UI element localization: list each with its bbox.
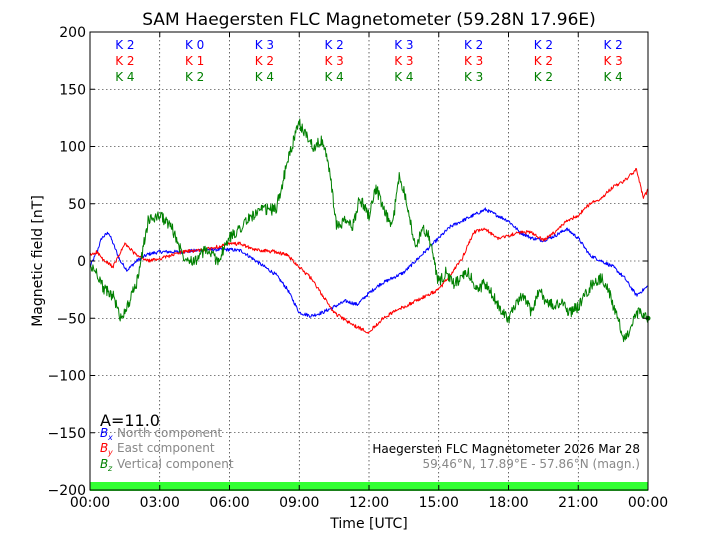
- station-coordinates: 59.46°N, 17.89°E - 57.86°N (magn.): [423, 457, 640, 471]
- x-tick-label: 09:00: [279, 495, 319, 511]
- x-tick-label: 18:00: [488, 495, 528, 511]
- k-index-north: K 3: [255, 38, 274, 52]
- y-tick-label: 50: [68, 197, 86, 213]
- series-line-east-component: [89, 168, 649, 334]
- x-tick-label: 03:00: [140, 495, 180, 511]
- k-index-north: K 2: [115, 38, 134, 52]
- k-index-north: K 3: [394, 38, 413, 52]
- y-tick-label: 0: [77, 254, 86, 270]
- legend-symbol: B: [100, 426, 108, 440]
- data-series: [89, 118, 651, 343]
- legend-subscript: z: [107, 464, 113, 473]
- y-axis-label: Magnetic field [nT]: [30, 195, 46, 327]
- y-tick-label: −200: [48, 483, 86, 499]
- activity-index: A=11.0: [100, 411, 160, 430]
- k-index-east: K 3: [603, 54, 622, 68]
- k-index-north: K 0: [185, 38, 204, 52]
- y-tick-label: −150: [48, 426, 86, 442]
- y-tick-label: 200: [59, 25, 86, 41]
- k-index-vertical: K 4: [394, 70, 413, 84]
- grid-lines: [90, 32, 648, 490]
- k-index-north: K 2: [534, 38, 553, 52]
- k-index-east: K 3: [464, 54, 483, 68]
- k-index-east: K 3: [324, 54, 343, 68]
- k-index-vertical: K 2: [534, 70, 553, 84]
- x-tick-label: 12:00: [349, 495, 389, 511]
- legend-label: East component: [117, 441, 215, 455]
- k-index-east: K 3: [394, 54, 413, 68]
- chart-title: SAM Haegersten FLC Magnetometer (59.28N …: [142, 10, 596, 30]
- legend-symbol: B: [100, 441, 108, 455]
- y-tick-label: 150: [59, 82, 86, 98]
- k-index-north: K 2: [603, 38, 622, 52]
- y-tick-label: −50: [56, 311, 86, 327]
- y-tick-label: 100: [59, 140, 86, 156]
- x-tick-label: 15:00: [419, 495, 459, 511]
- x-tick-label: 21:00: [558, 495, 598, 511]
- k-index-vertical: K 4: [324, 70, 343, 84]
- y-axis-ticks: −200 −150 −100 −50 0 50 100 150 200: [48, 25, 648, 499]
- k-index-east: K 2: [255, 54, 274, 68]
- k-index-vertical: K 4: [603, 70, 622, 84]
- k-index-east: K 2: [534, 54, 553, 68]
- x-tick-label: 06:00: [209, 495, 249, 511]
- legend-subscript: x: [107, 433, 113, 442]
- y-tick-label: −100: [48, 369, 86, 385]
- x-axis-ticks: 00:00 03:00 06:00 09:00 12:00 15:00 18:00 21:00…: [70, 32, 668, 511]
- legend-label: Vertical component: [117, 457, 234, 471]
- k-index-vertical: K 2: [185, 70, 204, 84]
- legend-subscript: y: [107, 448, 113, 457]
- k-index-east: K 2: [115, 54, 134, 68]
- legend-symbol: B: [100, 457, 108, 471]
- x-tick-label: 00:00: [70, 495, 110, 511]
- k-index-north: K 2: [464, 38, 483, 52]
- x-axis-label: Time [UTC]: [329, 516, 407, 532]
- legend-label: North component: [117, 426, 223, 440]
- k-index-labels: K 2 K 0 K 3 K 2 K 3 K 2 K 2 K 2 K 2 K 1 K 2 K 3 K 3 K…: [115, 38, 623, 84]
- k-index-vertical: K 4: [115, 70, 134, 84]
- series-line-vertical-component: [89, 118, 649, 343]
- x-tick-label: 00:00: [628, 495, 668, 511]
- k-index-vertical: K 3: [464, 70, 483, 84]
- station-info: Haegersten FLC Magnetometer 2026 Mar 28: [372, 442, 640, 456]
- k-index-north: K 2: [324, 38, 343, 52]
- k-index-vertical: K 4: [255, 70, 274, 84]
- k-index-east: K 1: [185, 54, 204, 68]
